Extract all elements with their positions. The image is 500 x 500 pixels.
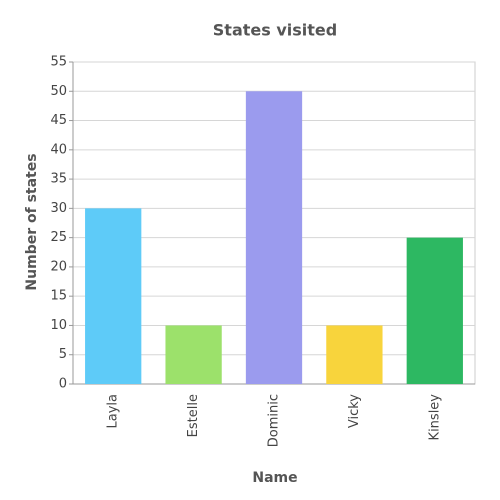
y-tick-label: 0 [59,377,67,392]
x-tick-label: Vicky [347,394,362,428]
x-axis-title: Name [252,470,297,486]
x-tick-label: Layla [106,394,121,428]
bar [85,208,142,384]
x-tick-label: Kinsley [427,394,442,441]
y-tick-label: 55 [50,55,67,70]
bar [245,91,303,384]
y-tick-label: 45 [50,113,67,128]
y-tick-label: 20 [50,259,67,274]
x-tick-label: Estelle [186,394,201,437]
chart-title: States visited [213,21,337,40]
y-tick-label: 30 [50,201,67,216]
y-tick-label: 5 [59,347,67,362]
bar [326,325,383,384]
y-tick-label: 25 [50,230,67,245]
y-tick-label: 15 [50,289,67,304]
bar [165,325,222,384]
y-tick-label: 40 [50,142,67,157]
y-tick-label: 10 [50,318,67,333]
bar [406,237,463,384]
y-tick-label: 35 [50,172,67,187]
x-tick-label: Dominic [267,394,282,447]
y-tick-label: 50 [50,84,67,99]
y-axis-title: Number of states [24,153,40,290]
